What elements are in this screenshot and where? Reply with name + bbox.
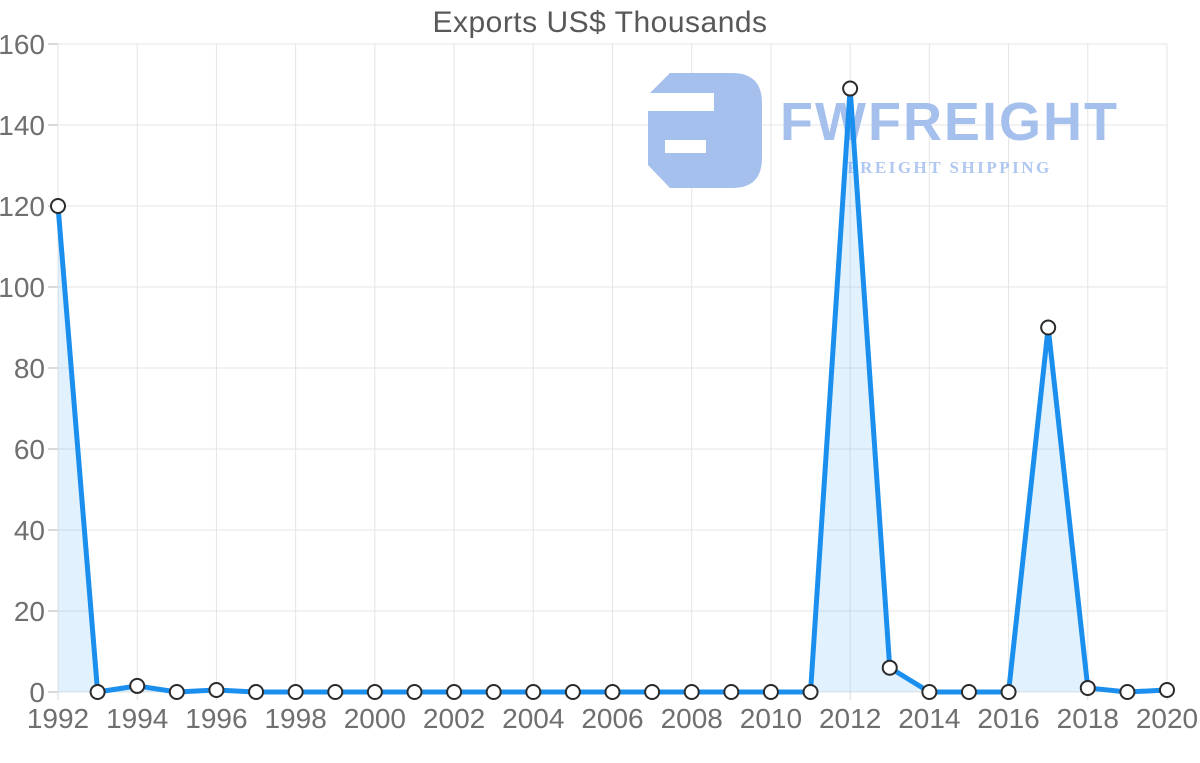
y-axis-label: 160 [0,29,45,60]
series-line [55,86,1170,695]
x-axis-label: 2008 [661,703,723,734]
data-point-2005[interactable] [564,684,581,700]
logo-tagline: FREIGHT SHIPPING [847,157,1052,177]
x-axis-label: 2004 [502,703,564,734]
x-axis-label: 1996 [185,703,247,734]
x-axis-label: 2016 [977,703,1039,734]
x-axis-label: 2014 [898,703,960,734]
data-point-2015[interactable] [960,684,977,700]
x-axis-label: 1994 [106,703,168,734]
data-point-2009[interactable] [723,684,740,700]
data-point-2011[interactable] [802,684,819,700]
data-point-2004[interactable] [525,684,542,700]
data-point-2020[interactable] [1159,681,1175,698]
data-point-1993[interactable] [89,684,106,700]
chart-title: Exports US$ Thousands [432,6,768,39]
data-point-1995[interactable] [168,684,185,700]
data-point-1994[interactable] [129,677,146,694]
y-axis-label: 60 [14,434,45,465]
data-point-2003[interactable] [485,684,502,700]
data-point-2017[interactable] [1040,319,1057,336]
data-point-2016[interactable] [1000,684,1017,700]
y-axis-label: 100 [0,272,45,303]
data-point-2002[interactable] [446,684,463,700]
x-axis-label: 2006 [581,703,643,734]
y-axis-label: 140 [0,110,45,141]
x-axis-label: 2018 [1057,703,1119,734]
x-axis-label: 2002 [423,703,485,734]
data-point-2019[interactable] [1119,684,1136,700]
y-axis-label: 0 [29,677,45,708]
x-axis-label: 2012 [819,703,881,734]
data-point-1997[interactable] [248,684,265,700]
data-point-1996[interactable] [208,681,225,698]
y-axis-label: 80 [14,353,45,384]
y-axis-label: 20 [14,596,45,627]
data-point-2000[interactable] [366,684,383,700]
data-point-2013[interactable] [881,659,898,676]
logo-text-block: FWFREIGHT FREIGHT SHIPPING [780,95,1119,178]
y-axis-label: 120 [0,191,45,222]
data-point-2018[interactable] [1079,679,1096,696]
x-axis-label: 2000 [344,703,406,734]
x-axis-label: 1998 [264,703,326,734]
data-point-2008[interactable] [683,684,700,700]
data-point-1998[interactable] [287,684,304,700]
data-point-2001[interactable] [406,684,423,700]
x-axis-label: 2010 [740,703,802,734]
data-point-2007[interactable] [644,684,661,700]
area-fill [58,88,1167,693]
fwfreight-logo: FWFREIGHT FREIGHT SHIPPING [648,72,1119,188]
x-axis-label: 1992 [27,703,89,734]
data-point-2006[interactable] [604,684,621,700]
fwfreight-logo-icon [648,72,762,188]
x-axis-label: 2020 [1136,703,1198,734]
y-axis-label: 40 [14,515,45,546]
data-point-1992[interactable] [50,198,66,214]
data-point-2010[interactable] [762,684,779,700]
data-point-2014[interactable] [921,684,938,700]
data-point-1999[interactable] [327,684,344,700]
logo-wordmark: FWFREIGHT [780,91,1119,152]
data-point-2012[interactable] [842,80,859,97]
